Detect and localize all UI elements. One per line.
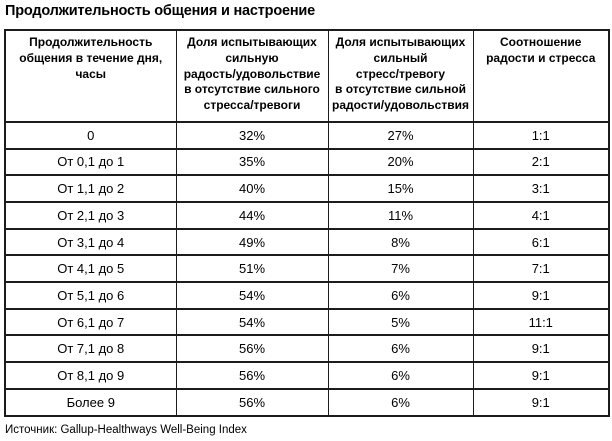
table-cell: 56% [175,334,329,364]
table-cell: 44% [175,201,329,230]
table-cell: От 2,1 до 3 [4,201,177,230]
table-cell: 5% [327,307,474,337]
table-cell: 11% [327,201,474,230]
table-cell: 27% [327,120,474,150]
table-cell: 20% [327,147,474,177]
table-cell: 9:1 [472,361,610,390]
table-cell: 3:1 [472,174,610,203]
table-cell: 56% [175,387,329,417]
table-cell: 15% [327,174,474,203]
table-cell: От 4,1 до 5 [4,254,177,284]
table-row: От 8,1 до 9 56% 6% 9:1 [4,361,610,390]
table-row: От 4,1 до 5 51% 7% 7:1 [4,254,610,284]
table-cell: 40% [175,174,329,203]
table-cell: 9:1 [472,387,610,417]
table-cell: 51% [175,254,329,284]
table-cell: 6% [327,361,474,390]
table-cell: 35% [175,147,329,177]
table-body: 0 32% 27% 1:1 От 0,1 до 1 35% 20% 2:1 От 1,1 до … [4,120,610,417]
table-header: Продолжительность общения в течение дня,… [4,28,610,123]
table-cell: 54% [175,281,329,310]
table-cell: 1:1 [472,120,610,150]
table-header-row: Продолжительность общения в течение дня,… [4,28,610,123]
source-note: Источник: Gallup-Healthways Well-Being I… [5,423,247,436]
table-row: От 1,1 до 2 40% 15% 3:1 [4,174,610,203]
table-cell: От 6,1 до 7 [4,307,177,337]
table-row: 0 32% 27% 1:1 [4,120,610,150]
table-row: Более 9 56% 6% 9:1 [4,387,610,417]
table-cell: От 0,1 до 1 [4,147,177,177]
table-cell: 32% [175,120,329,150]
table-cell: 49% [175,227,329,257]
table-row: От 0,1 до 1 35% 20% 2:1 [4,147,610,177]
table-cell: 6:1 [472,227,610,257]
table-cell: От 1,1 до 2 [4,174,177,203]
column-header: Доля испытывающих сильный стресс/тревогу… [327,28,474,123]
table-cell: 56% [175,361,329,390]
table-cell: Более 9 [4,387,177,417]
table-cell: От 5,1 до 6 [4,281,177,310]
table-cell: 9:1 [472,334,610,364]
table-cell: 8% [327,227,474,257]
table-cell: 2:1 [472,147,610,177]
table-cell: 6% [327,387,474,417]
table-cell: 0 [4,120,177,150]
table-row: От 3,1 до 4 49% 8% 6:1 [4,227,610,257]
table-cell: 7:1 [472,254,610,284]
table-row: От 7,1 до 8 56% 6% 9:1 [4,334,610,364]
table-row: От 6,1 до 7 54% 5% 11:1 [4,307,610,337]
table-row: От 2,1 до 3 44% 11% 4:1 [4,201,610,230]
table-cell: 11:1 [472,307,610,337]
column-header: Доля испытывающих сильную радость/удовол… [175,28,329,123]
page-title: Продолжительность общения и настроение [5,3,315,19]
communication-mood-table: Продолжительность общения в течение дня,… [4,28,610,417]
table-cell: 7% [327,254,474,284]
table-row: От 5,1 до 6 54% 6% 9:1 [4,281,610,310]
table-cell: 9:1 [472,281,610,310]
table-cell: От 3,1 до 4 [4,227,177,257]
table-cell: 6% [327,281,474,310]
table-cell: 4:1 [472,201,610,230]
column-header: Соотношение радости и стресса [472,28,610,123]
table-cell: 54% [175,307,329,337]
table-cell: От 7,1 до 8 [4,334,177,364]
table-cell: 6% [327,334,474,364]
table-cell: От 8,1 до 9 [4,361,177,390]
column-header: Продолжительность общения в течение дня,… [4,28,177,123]
